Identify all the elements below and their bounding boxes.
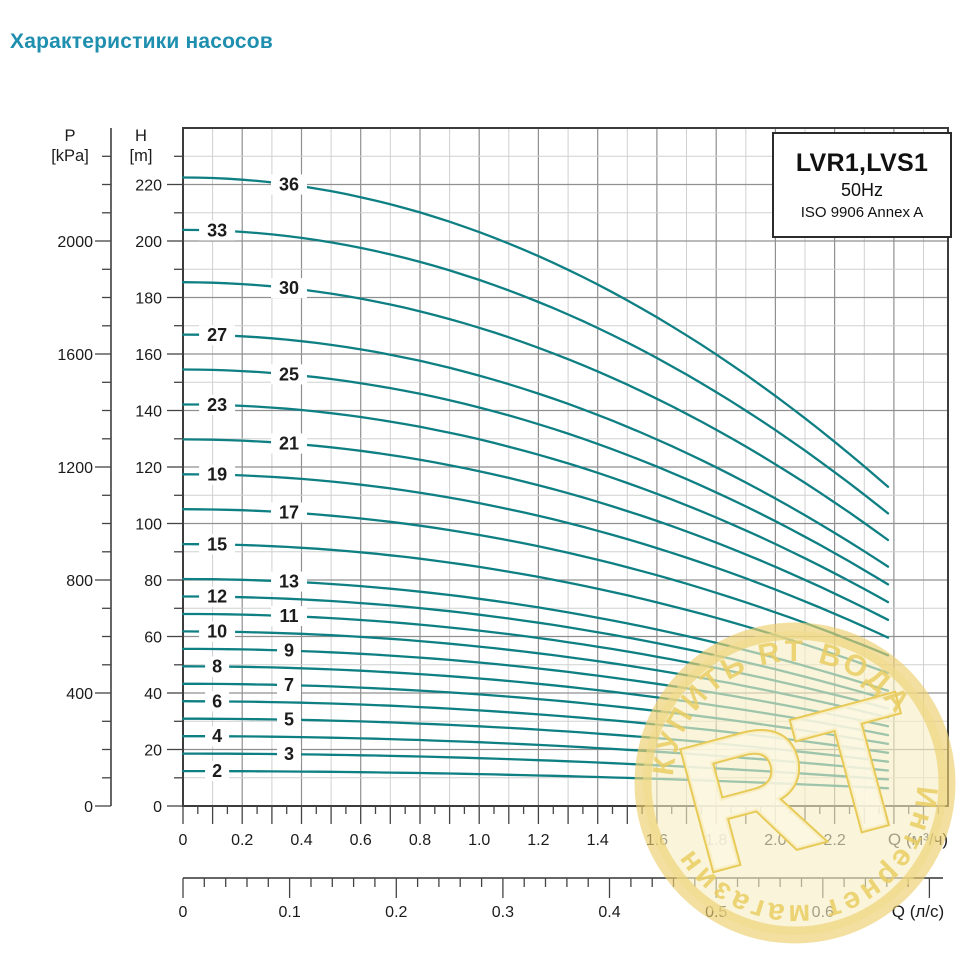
curve-label-7: 7 bbox=[284, 675, 294, 695]
curve-label-bg-13 bbox=[271, 571, 307, 592]
p-tick-label: 1600 bbox=[57, 347, 93, 364]
curve-label-23: 23 bbox=[207, 395, 227, 415]
h-tick-label: 100 bbox=[135, 517, 162, 534]
curve-label-4: 4 bbox=[212, 726, 222, 746]
curve-label-bg-25 bbox=[271, 364, 307, 385]
curve-label-12: 12 bbox=[207, 587, 227, 607]
curve-label-bg-23 bbox=[199, 394, 236, 415]
h-tick-label: 140 bbox=[135, 404, 162, 421]
curve-label-3: 3 bbox=[284, 744, 294, 764]
p-tick-label: 0 bbox=[84, 799, 93, 816]
p-axis-title: [kPa] bbox=[51, 147, 89, 165]
curve-label-bg-9 bbox=[277, 640, 301, 661]
curve-label-bg-7 bbox=[277, 675, 301, 696]
curve-label-bg-19 bbox=[199, 464, 236, 485]
curve-label-bg-36 bbox=[271, 174, 307, 195]
curve-label-9: 9 bbox=[284, 641, 294, 661]
curve-label-27: 27 bbox=[207, 325, 227, 345]
q-m3h-tick-label: 0.4 bbox=[290, 832, 312, 849]
h-axis-title: H bbox=[135, 127, 147, 145]
curve-label-bg-15 bbox=[199, 534, 236, 555]
pump-curve-19 bbox=[181, 473, 890, 639]
curve-label-36: 36 bbox=[279, 175, 299, 195]
curve-label-bg-5 bbox=[277, 709, 301, 730]
q-ls-tick-label: 0.2 bbox=[385, 904, 407, 921]
curve-label-bg-33 bbox=[199, 220, 236, 241]
curve-label-19: 19 bbox=[207, 465, 227, 485]
q-m3h-tick-label: 1.2 bbox=[527, 832, 549, 849]
curve-label-bg-4 bbox=[205, 726, 230, 747]
curve-label-11: 11 bbox=[279, 606, 298, 626]
pump-curve-33 bbox=[181, 228, 890, 515]
q-m3h-tick-label: 0 bbox=[179, 832, 188, 849]
watermark-ring bbox=[634, 622, 956, 944]
p-axis-title: P bbox=[64, 127, 75, 145]
q-ls-axis-title: Q (л/с) bbox=[892, 902, 944, 921]
h-tick-label: 220 bbox=[135, 178, 162, 195]
curve-labels: 36 33 30 27 25 23 21 19 17 15 13 12 11 10 9 8 7 6 5 4 3 2 bbox=[199, 174, 307, 782]
q-ls-tick-label: 0.1 bbox=[278, 904, 300, 921]
p-tick-label: 2000 bbox=[57, 234, 93, 251]
curve-label-15: 15 bbox=[207, 534, 227, 554]
q-m3h-tick-label: 0.6 bbox=[350, 832, 372, 849]
h-tick-label: 200 bbox=[135, 234, 162, 251]
curve-label-bg-8 bbox=[205, 656, 230, 677]
p-tick-label: 400 bbox=[66, 686, 93, 703]
h-tick-label: 40 bbox=[144, 686, 162, 703]
curve-label-bg-27 bbox=[199, 325, 236, 346]
curve-label-33: 33 bbox=[207, 221, 227, 241]
curve-label-bg-12 bbox=[199, 586, 236, 607]
h-tick-label: 80 bbox=[144, 573, 162, 590]
head-axis: 0 20 40 60 80 100 120 140 160 180 200 220 H [m] bbox=[130, 127, 183, 816]
h-axis-title: [m] bbox=[130, 147, 153, 165]
curve-label-8: 8 bbox=[212, 657, 222, 677]
curve-label-bg-17 bbox=[271, 502, 307, 523]
q-ls-tick-label: 0.3 bbox=[492, 904, 514, 921]
q-ls-tick-label: 0 bbox=[179, 904, 188, 921]
legend-standard: ISO 9906 Annex A bbox=[800, 204, 924, 221]
curve-label-17: 17 bbox=[279, 503, 299, 523]
curve-label-2: 2 bbox=[212, 761, 222, 781]
p-tick-label: 1200 bbox=[57, 460, 93, 477]
q-m3h-tick-label: 1.4 bbox=[587, 832, 609, 849]
h-tick-label: 60 bbox=[144, 630, 162, 647]
curve-label-21: 21 bbox=[279, 434, 299, 454]
curve-label-bg-6 bbox=[205, 691, 230, 712]
q-m3h-tick-label: 1.0 bbox=[468, 832, 490, 849]
curve-label-bg-11 bbox=[271, 606, 307, 627]
curve-label-bg-30 bbox=[271, 278, 307, 299]
curve-label-30: 30 bbox=[279, 278, 299, 298]
q-m3h-tick-label: 0.8 bbox=[409, 832, 431, 849]
curve-label-bg-10 bbox=[199, 621, 236, 642]
curve-label-5: 5 bbox=[284, 710, 294, 730]
chart-legend-box: LVR1,LVS1 50Hz ISO 9906 Annex A bbox=[772, 132, 952, 238]
h-tick-label: 160 bbox=[135, 347, 162, 364]
h-tick-label: 120 bbox=[135, 460, 162, 477]
page-title: Характеристики насосов bbox=[10, 30, 273, 53]
curve-label-13: 13 bbox=[279, 572, 299, 592]
curve-label-bg-3 bbox=[277, 744, 301, 765]
curve-label-6: 6 bbox=[212, 691, 222, 711]
h-tick-label: 20 bbox=[144, 743, 162, 760]
pump-curve-23 bbox=[181, 403, 890, 604]
q-m3h-tick-label: 0.2 bbox=[231, 832, 253, 849]
p-tick-label: 800 bbox=[66, 573, 93, 590]
legend-model: LVR1,LVS1 bbox=[795, 149, 929, 177]
curve-label-10: 10 bbox=[207, 622, 227, 642]
h-tick-label: 180 bbox=[135, 291, 162, 308]
legend-frequency: 50Hz bbox=[840, 180, 884, 200]
curve-label-bg-21 bbox=[271, 433, 307, 454]
pressure-axis: 0 400 800 1200 1600 2000 P [kPa] bbox=[51, 127, 112, 816]
h-tick-label: 0 bbox=[153, 799, 162, 816]
curve-label-25: 25 bbox=[279, 364, 299, 384]
curve-label-bg-2 bbox=[205, 761, 230, 782]
q-ls-tick-label: 0.4 bbox=[598, 904, 620, 921]
pump-curve-27 bbox=[181, 333, 890, 568]
